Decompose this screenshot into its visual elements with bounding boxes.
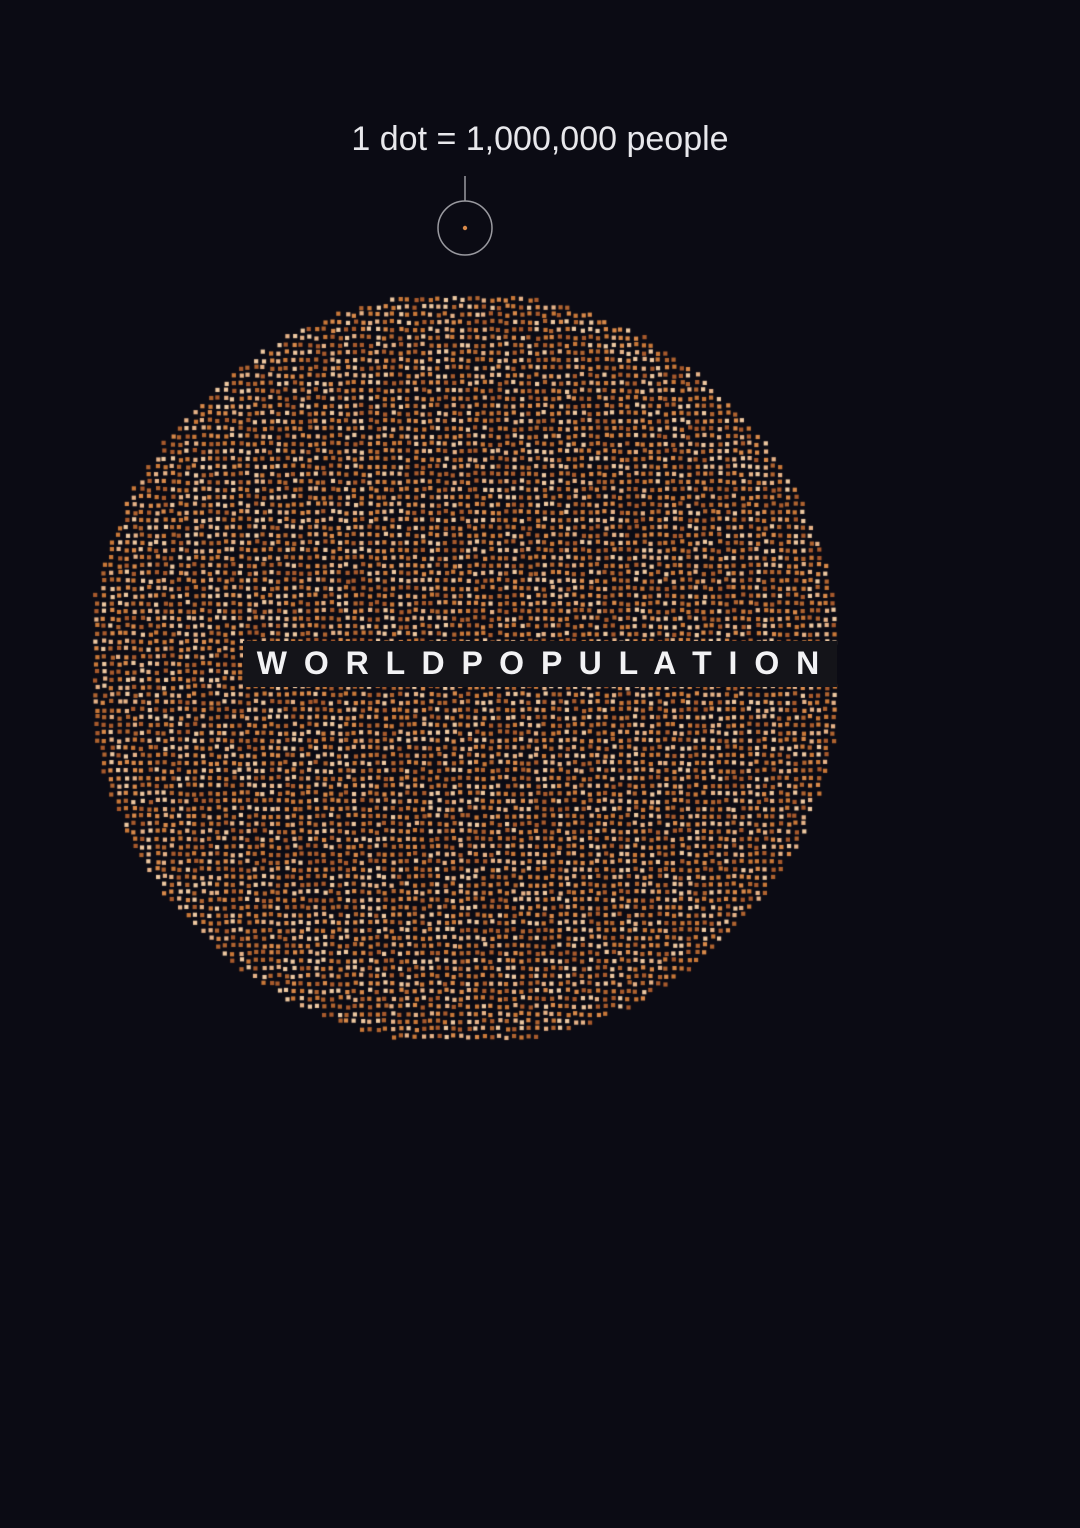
legend-callout-icon [434,172,496,259]
main-title-text: W O R L D P O P U L A T I O N [243,641,837,687]
legend-text: 1 dot = 1,000,000 people [0,120,1080,159]
infographic-stage: 1 dot = 1,000,000 people W O R L D P O P… [0,0,1080,1528]
main-title: W O R L D P O P U L A T I O N [0,645,1080,682]
